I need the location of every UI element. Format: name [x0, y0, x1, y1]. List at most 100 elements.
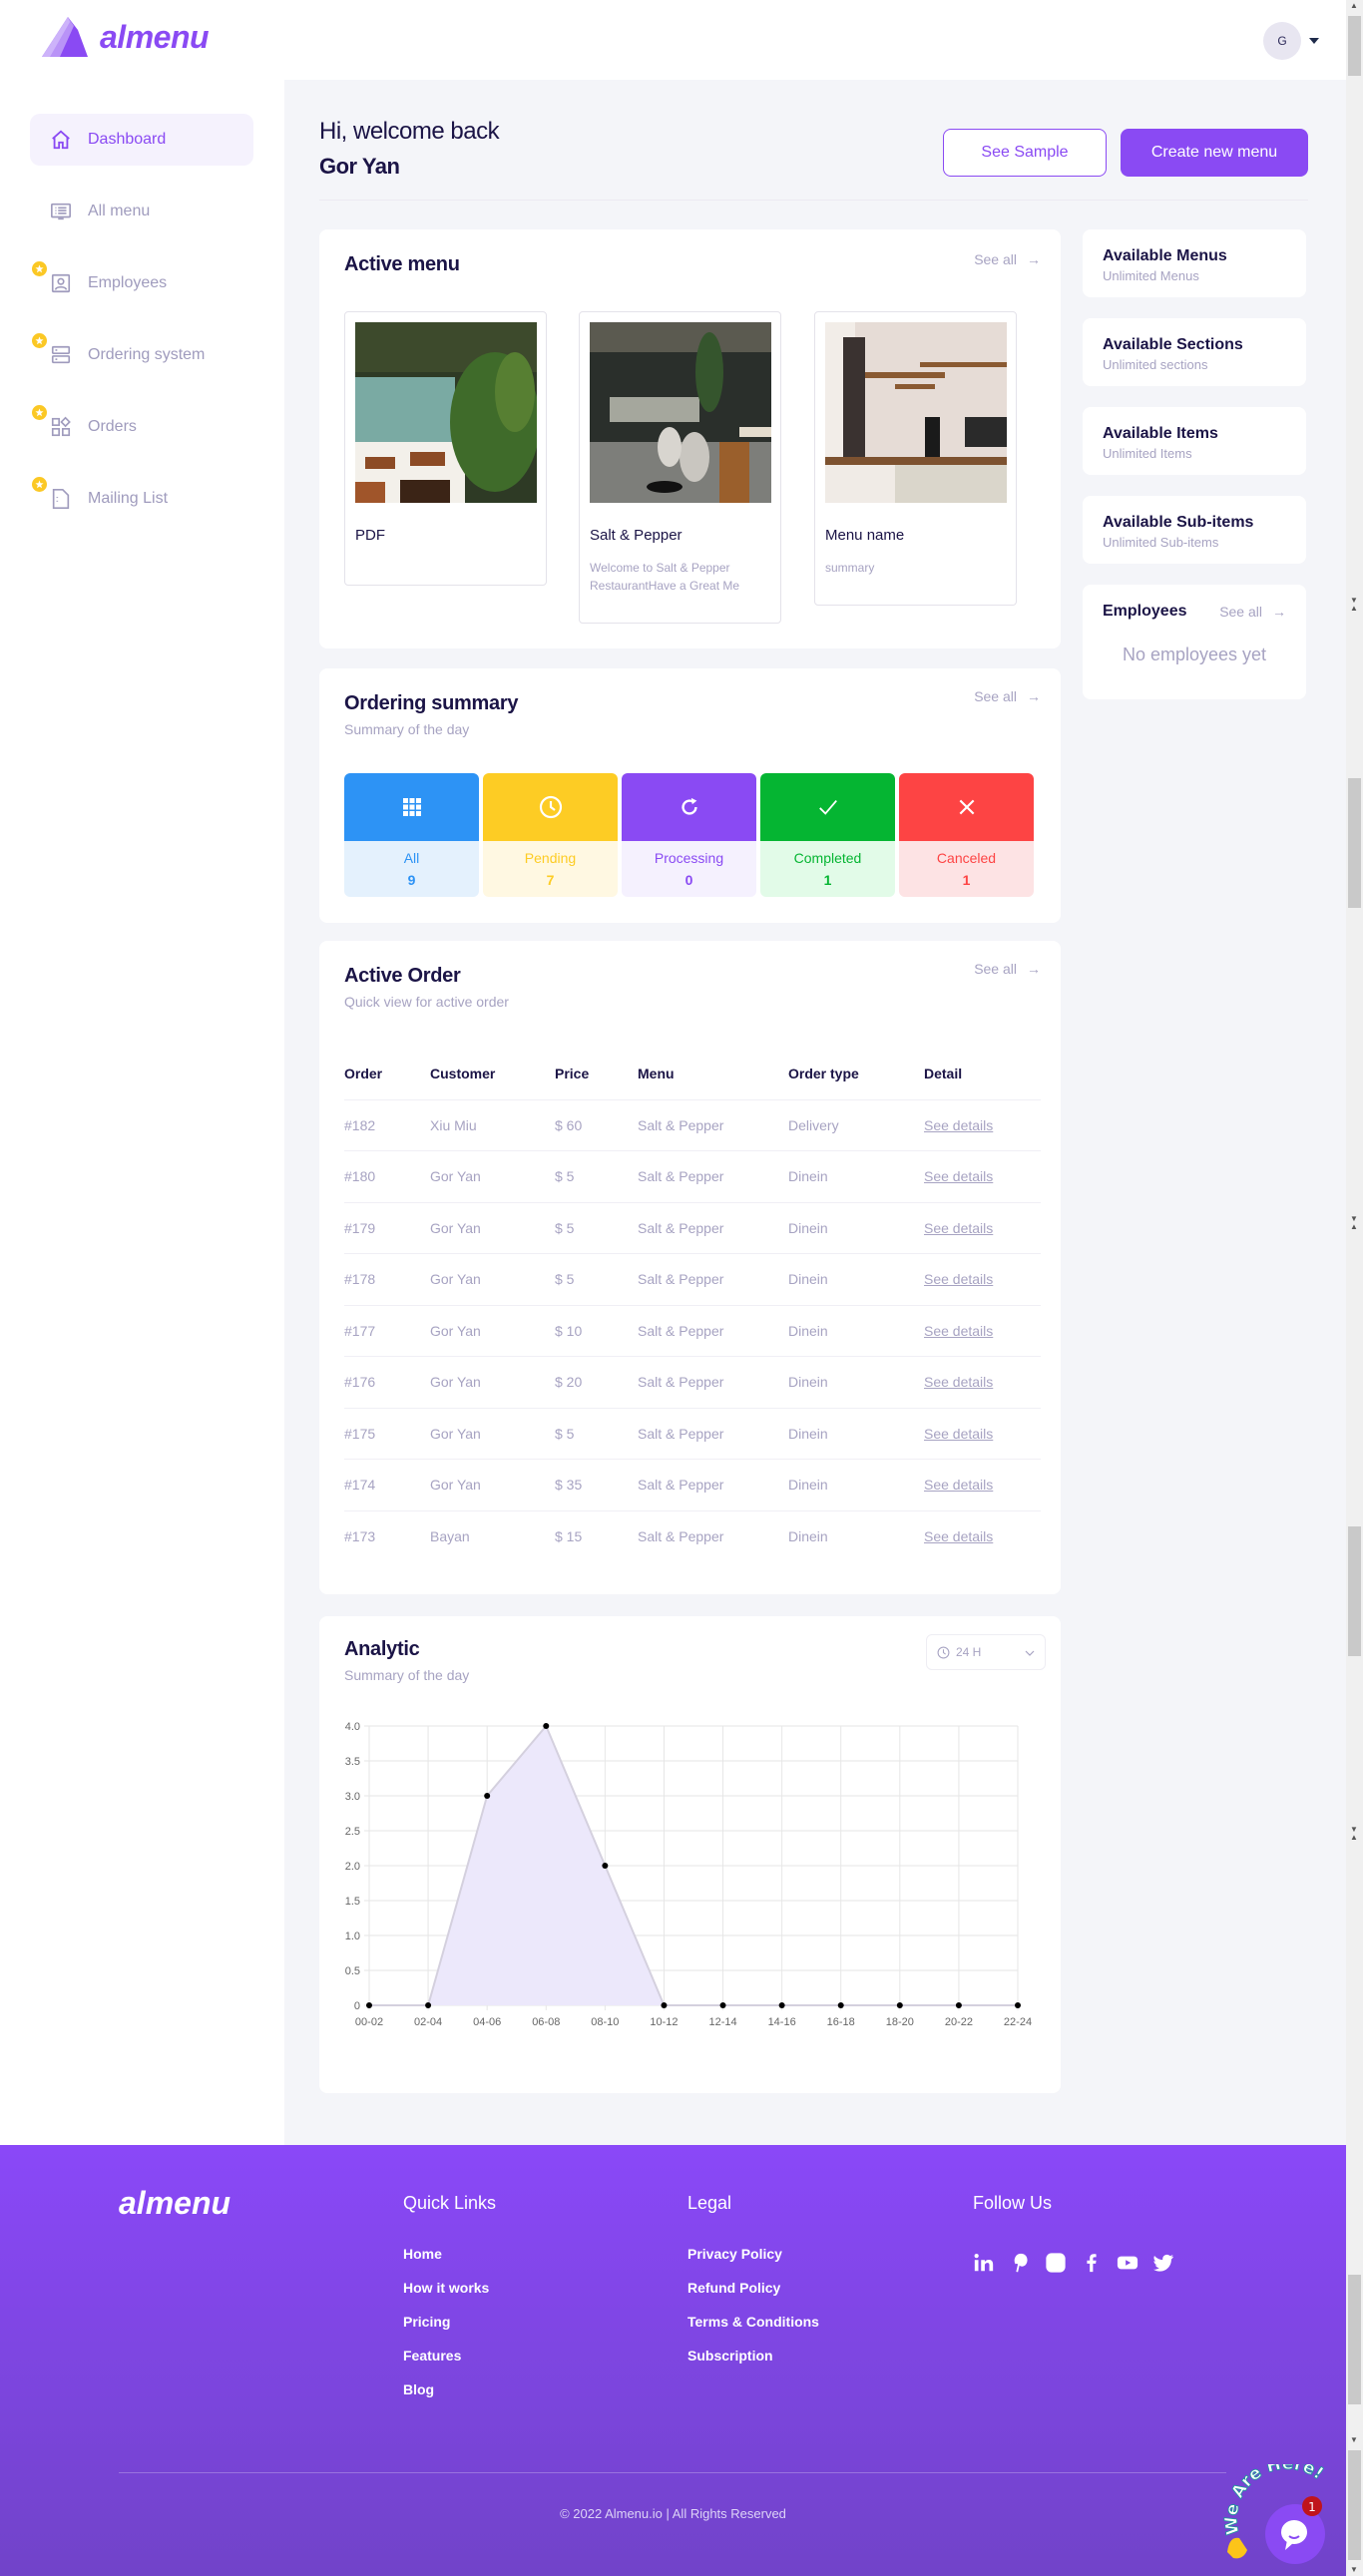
section-subtitle: Summary of the day — [344, 1667, 470, 1683]
order-id: #175 — [344, 1425, 376, 1442]
see-details-link[interactable]: See details — [924, 1374, 994, 1391]
table-row: #178 Gor Yan $ 5 Salt & Pepper Dinein Se… — [344, 1254, 1041, 1306]
menu-card[interactable]: PDF — [344, 311, 547, 586]
scrollbar-thumb[interactable] — [1348, 16, 1361, 76]
scrollbar-thumb[interactable] — [1348, 2275, 1361, 2404]
page-scrollbar[interactable]: ▲ ▼ ▲ ▼ ▲ ▼ ▲ ▼ ▼ — [1346, 0, 1363, 2576]
chat-widget[interactable]: We Are Here! 1 — [1217, 2453, 1342, 2569]
see-details-link[interactable]: See details — [924, 1271, 994, 1288]
create-new-menu-button[interactable]: Create new menu — [1121, 129, 1308, 177]
time-range-select[interactable]: 24 H — [926, 1634, 1046, 1670]
see-all-link[interactable]: See all → — [974, 251, 1041, 267]
see-details-link[interactable]: See details — [924, 1322, 994, 1339]
order-type: Dinein — [788, 1219, 828, 1236]
facebook-icon[interactable] — [1081, 2252, 1103, 2274]
menu: Salt & Pepper — [638, 1219, 724, 1236]
menu-card[interactable]: Salt & Pepper Welcome to Salt & Pepper R… — [579, 311, 781, 624]
twitter-icon[interactable] — [1152, 2252, 1174, 2274]
scroll-down-arrow-icon[interactable]: ▼ — [1350, 2565, 1358, 2574]
instagram-icon[interactable] — [1045, 2252, 1067, 2274]
svg-text:20-22: 20-22 — [945, 2016, 973, 2028]
scrollbar-thumb[interactable] — [1348, 2450, 1361, 2560]
summary-tile-processing[interactable]: Processing 0 — [622, 773, 756, 897]
footer-link-pricing[interactable]: Pricing — [403, 2314, 451, 2330]
premium-star-icon — [32, 261, 47, 276]
table-row: #176 Gor Yan $ 20 Salt & Pepper Dinein S… — [344, 1357, 1041, 1409]
user-menu[interactable]: G — [1263, 22, 1319, 60]
footer-link-privacy-policy[interactable]: Privacy Policy — [687, 2246, 782, 2262]
sidebar-item-employees[interactable]: Employees — [30, 257, 253, 309]
active-order-card: Active Order Quick view for active order… — [319, 941, 1061, 1594]
see-details-link[interactable]: See details — [924, 1116, 994, 1133]
table-header-row: Order Customer Price Menu Order type Det… — [344, 1049, 1041, 1100]
scroll-arrow-icon[interactable]: ▼ — [1350, 1214, 1358, 1223]
sidebar-item-ordering-system[interactable]: Ordering system — [30, 329, 253, 381]
order-type: Dinein — [788, 1168, 828, 1185]
tile-count: 1 — [962, 872, 971, 888]
scroll-arrow-icon[interactable]: ▼ — [1350, 1825, 1358, 1834]
scrollbar-thumb[interactable] — [1348, 778, 1361, 908]
footer-link-how-it-works[interactable]: How it works — [403, 2280, 490, 2296]
brand-logo[interactable]: almenu — [40, 16, 210, 58]
footer-link-features[interactable]: Features — [403, 2348, 462, 2363]
sidebar-item-all-menu[interactable]: All menu — [30, 186, 253, 237]
footer-divider — [119, 2472, 1226, 2473]
see-all-link[interactable]: See all → — [1219, 604, 1286, 620]
summary-tile-canceled[interactable]: Canceled 1 — [899, 773, 1034, 897]
scroll-arrow-icon[interactable]: ▲ — [1350, 1833, 1358, 1842]
employees-title: Employees — [1103, 603, 1187, 620]
scroll-arrow-icon[interactable]: ▼ — [1350, 596, 1358, 605]
pinterest-icon[interactable] — [1009, 2252, 1031, 2274]
order-type: Dinein — [788, 1425, 828, 1442]
see-all-link[interactable]: See all → — [974, 961, 1041, 977]
svg-text:06-08: 06-08 — [532, 2016, 560, 2028]
sidebar-item-dashboard[interactable]: Dashboard — [30, 114, 253, 166]
see-details-link[interactable]: See details — [924, 1219, 994, 1236]
tile-label: Completed — [793, 850, 862, 866]
grid-icon — [402, 798, 421, 816]
youtube-icon[interactable] — [1117, 2252, 1138, 2274]
social-links — [973, 2252, 1174, 2274]
footer-link-subscription[interactable]: Subscription — [687, 2348, 773, 2363]
footer-link-blog[interactable]: Blog — [403, 2381, 435, 2397]
menu: Salt & Pepper — [638, 1374, 724, 1391]
sidebar-item-mailing-list[interactable]: Mailing List — [30, 473, 253, 525]
employees-card: Employees See all → No employees yet — [1083, 585, 1306, 699]
linkedin-icon[interactable] — [973, 2252, 995, 2274]
scrollbar-thumb[interactable] — [1348, 1526, 1361, 1656]
price: $ 5 — [555, 1271, 575, 1288]
see-all-link[interactable]: See all → — [974, 688, 1041, 704]
svg-text:14-16: 14-16 — [768, 2016, 796, 2028]
footer-heading: Follow Us — [973, 2193, 1053, 2213]
premium-star-icon — [32, 477, 47, 492]
scroll-arrow-icon[interactable]: ▼ — [1350, 2435, 1358, 2444]
orders-table: Order Customer Price Menu Order type Det… — [344, 1049, 1041, 1562]
svg-text:08-10: 08-10 — [591, 2016, 619, 2028]
summary-tile-completed[interactable]: Completed 1 — [760, 773, 895, 897]
arrow-right-icon: → — [1027, 251, 1041, 267]
premium-star-icon — [32, 405, 47, 420]
scroll-up-arrow-icon[interactable]: ▲ — [1350, 1, 1358, 10]
footer-brand[interactable]: almenu — [119, 2185, 231, 2221]
menu-card[interactable]: Menu name summary — [814, 311, 1017, 606]
see-details-link[interactable]: See details — [924, 1425, 994, 1442]
see-all-label: See all — [974, 961, 1017, 977]
avatar[interactable]: G — [1263, 22, 1301, 60]
see-sample-button[interactable]: See Sample — [943, 129, 1107, 177]
footer-link-home[interactable]: Home — [403, 2246, 442, 2262]
scroll-arrow-icon[interactable]: ▲ — [1350, 604, 1358, 613]
summary-tile-all[interactable]: All 9 — [344, 773, 479, 897]
summary-tile-pending[interactable]: Pending 7 — [483, 773, 618, 897]
see-details-link[interactable]: See details — [924, 1168, 994, 1185]
caret-down-icon[interactable] — [1309, 38, 1319, 44]
scroll-arrow-icon[interactable]: ▲ — [1350, 1222, 1358, 1231]
footer-link-refund-policy[interactable]: Refund Policy — [687, 2280, 781, 2296]
see-details-link[interactable]: See details — [924, 1477, 994, 1494]
menu: Salt & Pepper — [638, 1271, 724, 1288]
sidebar-item-orders[interactable]: Orders — [30, 401, 253, 453]
see-details-link[interactable]: See details — [924, 1528, 994, 1545]
svg-text:2.5: 2.5 — [345, 1826, 360, 1838]
menu: Salt & Pepper — [638, 1477, 724, 1494]
footer-link-terms[interactable]: Terms & Conditions — [687, 2314, 819, 2330]
